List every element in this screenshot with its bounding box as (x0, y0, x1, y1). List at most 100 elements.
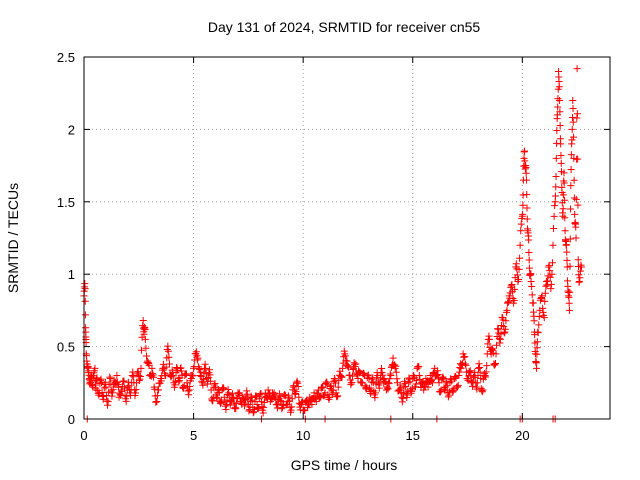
data-point (271, 391, 279, 399)
grid-lines (84, 57, 610, 419)
data-point (478, 387, 486, 395)
data-point (221, 402, 229, 410)
data-point (371, 389, 379, 397)
data-point (550, 224, 558, 232)
data-point (538, 294, 546, 302)
data-point (415, 372, 423, 380)
data-point (517, 227, 525, 235)
data-point (228, 390, 236, 398)
data-point (281, 391, 289, 399)
data-point (339, 364, 347, 372)
data-point (528, 291, 536, 299)
data-point (522, 169, 530, 177)
data-point (109, 385, 117, 393)
data-point (226, 401, 234, 409)
x-tick-label: 20 (515, 428, 529, 443)
axis-ticks: 0 5 10 15 20 0 0.5 1 1.5 2 2.5 (57, 50, 610, 443)
data-point (413, 376, 421, 384)
y-tick-label: 2 (68, 122, 75, 137)
data-point (504, 298, 512, 306)
data-point (576, 274, 584, 282)
x-tick-label: 0 (80, 428, 87, 443)
data-point (547, 285, 555, 293)
data-point (514, 276, 522, 284)
data-point (236, 389, 244, 397)
data-point (348, 379, 356, 387)
data-point (99, 395, 107, 403)
data-point (415, 363, 423, 371)
data-point (364, 371, 372, 379)
data-point (385, 379, 393, 387)
data-point (442, 383, 450, 391)
data-point (479, 386, 487, 394)
x-tick-label: 10 (296, 428, 310, 443)
data-point (224, 386, 232, 394)
data-point (148, 364, 156, 372)
data-point (93, 376, 101, 384)
data-point (567, 182, 575, 190)
data-point (341, 352, 349, 360)
data-point (327, 382, 335, 390)
data-point (500, 329, 508, 337)
data-point (322, 380, 330, 388)
data-point (205, 366, 213, 374)
data-point (475, 364, 482, 372)
data-point (185, 386, 193, 394)
data-point (162, 363, 170, 371)
data-point (560, 179, 568, 187)
data-point (157, 377, 165, 385)
data-point (193, 356, 201, 364)
data-point (578, 263, 586, 271)
data-point (139, 317, 147, 325)
data-point (525, 256, 533, 264)
data-point (574, 155, 582, 163)
data-point (523, 215, 531, 223)
data-point (171, 381, 179, 389)
data-point (153, 392, 161, 400)
data-point (396, 381, 404, 389)
data-point (407, 389, 415, 397)
y-tick-label: 0 (68, 412, 75, 427)
data-point (243, 387, 251, 395)
data-point (153, 398, 161, 406)
data-point (497, 330, 505, 338)
data-point (386, 370, 394, 378)
data-point (327, 382, 335, 390)
data-point (249, 409, 257, 417)
data-point (260, 403, 268, 411)
data-point (148, 369, 156, 377)
data-point (123, 392, 131, 400)
data-point (203, 374, 211, 382)
data-point (289, 383, 297, 391)
data-point (312, 398, 320, 406)
data-point (185, 391, 193, 399)
data-point (496, 339, 504, 347)
data-point (402, 382, 410, 390)
data-point (501, 325, 509, 333)
data-point (214, 385, 222, 393)
data-point (241, 399, 249, 407)
data-point (447, 375, 455, 383)
data-point (177, 364, 185, 372)
data-point (534, 329, 542, 337)
data-point (287, 406, 295, 414)
data-point (557, 159, 565, 167)
data-point (371, 394, 379, 402)
data-point (533, 350, 541, 358)
data-point (525, 248, 533, 256)
data-point (455, 372, 463, 380)
data-point (445, 391, 453, 399)
data-point (186, 383, 194, 391)
data-point (384, 384, 392, 392)
data-point (540, 314, 548, 322)
data-point (400, 383, 408, 391)
data-point (503, 306, 511, 314)
data-point (507, 283, 515, 291)
data-point (379, 371, 387, 379)
data-point (256, 391, 264, 399)
data-point (81, 297, 89, 305)
data-point (551, 202, 559, 210)
data-point (134, 368, 142, 376)
data-point (288, 395, 296, 403)
data-point (449, 388, 457, 396)
